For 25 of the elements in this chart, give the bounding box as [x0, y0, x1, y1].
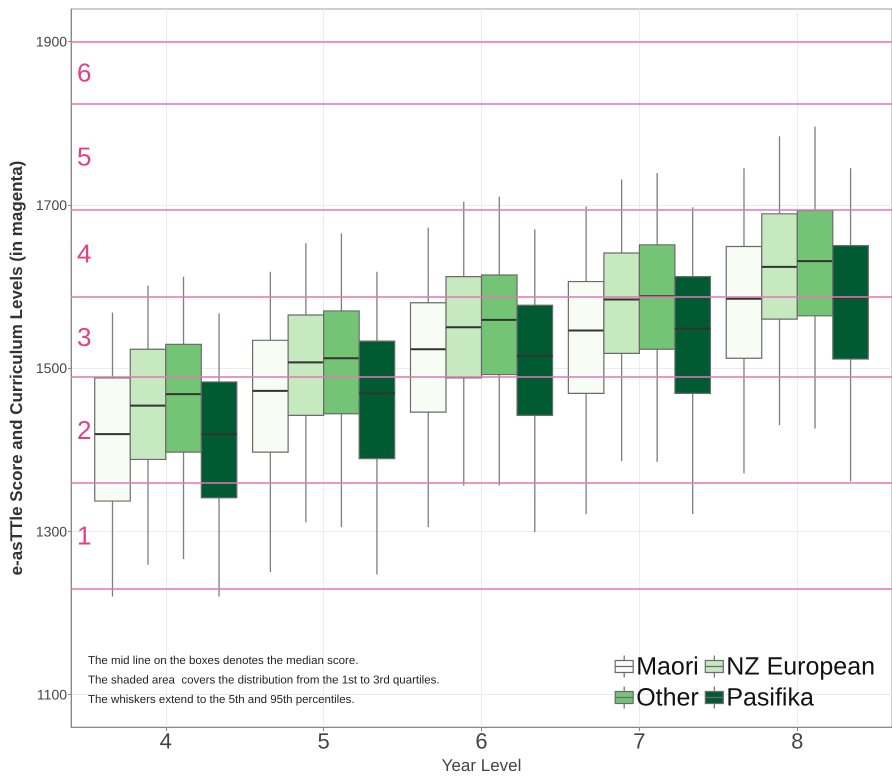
- annotation: The whiskers extend to the 5th and 95th percentiles.: [88, 694, 355, 706]
- y-tick-label: 1100: [36, 686, 68, 702]
- annotation: 2: [77, 415, 92, 446]
- annotation: 6: [77, 58, 92, 88]
- annotation: 1: [77, 520, 92, 551]
- y-axis-title: e-asTTle Score and Curriculum Levels (in magenta): [7, 160, 26, 576]
- y-tick-label: 1500: [36, 360, 68, 376]
- x-tick-label: 4: [160, 728, 172, 754]
- legend-label: NZ European: [726, 652, 876, 680]
- annotation: 4: [77, 238, 92, 268]
- legend-label: Pasifika: [726, 684, 814, 712]
- y-tick-label: 1900: [36, 34, 68, 50]
- x-axis-title: Year Level: [442, 756, 522, 775]
- x-tick-label: 5: [318, 728, 330, 754]
- annotation: The shaded area covers the distribution from the 1st to 3rd quartiles.: [88, 674, 440, 687]
- x-tick-label: 8: [791, 728, 804, 754]
- x-tick-label: 6: [475, 728, 488, 754]
- x-tick-label: 7: [633, 728, 646, 754]
- legend-label: Other: [636, 684, 699, 712]
- annotation: 3: [77, 322, 92, 352]
- legend-label: Maori: [636, 652, 699, 680]
- annotation: 5: [77, 142, 92, 172]
- annotation: The mid line on the boxes denotes the median score.: [88, 655, 358, 668]
- y-tick-label: 1300: [36, 523, 68, 540]
- y-tick-label: 1700: [36, 196, 68, 213]
